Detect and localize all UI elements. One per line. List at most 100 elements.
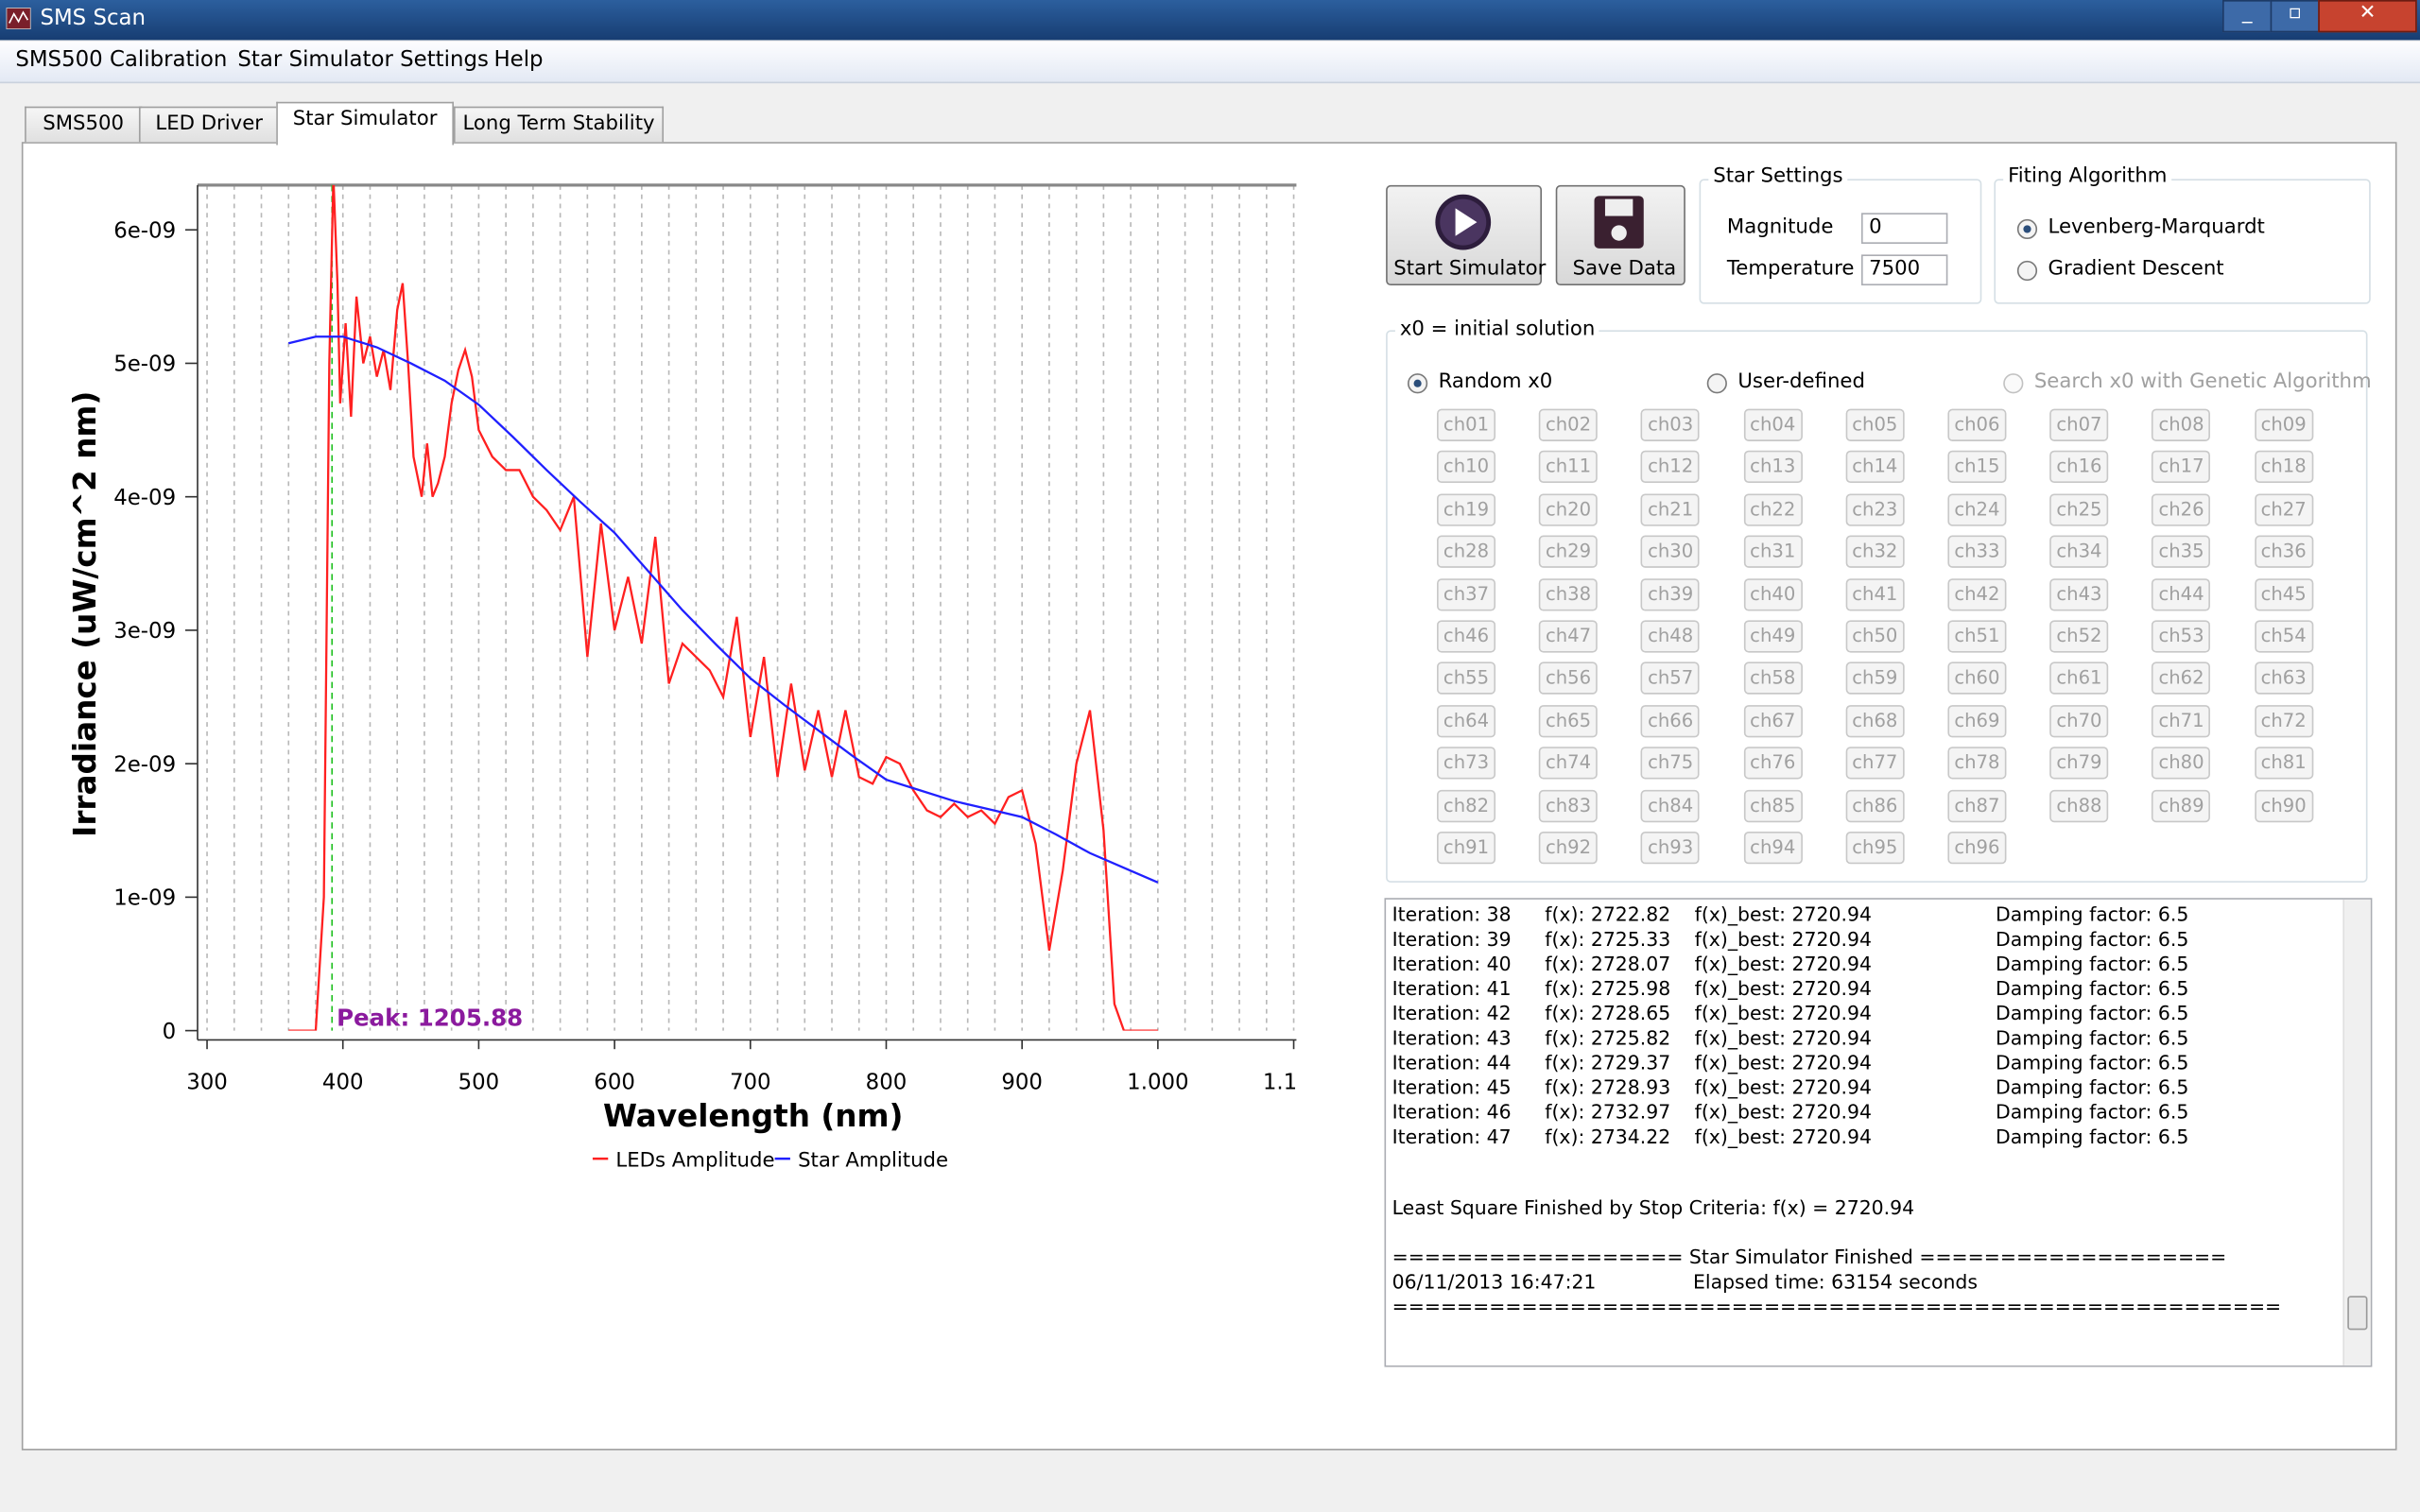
channel-button[interactable]: ch64 (1436, 704, 1496, 738)
channel-button[interactable]: ch46 (1436, 620, 1496, 653)
channel-button[interactable]: ch70 (2049, 704, 2109, 738)
channel-button[interactable]: ch96 (1947, 831, 2007, 865)
channel-button[interactable]: ch69 (1947, 704, 2007, 738)
channel-button[interactable]: ch33 (1947, 535, 2007, 569)
channel-button[interactable]: ch49 (1743, 620, 1803, 653)
channel-button[interactable]: ch75 (1641, 747, 1701, 780)
channel-button[interactable]: ch16 (2049, 451, 2109, 484)
magnitude-input[interactable]: 0 (1860, 213, 1948, 244)
channel-button[interactable]: ch30 (1641, 535, 1701, 569)
channel-button[interactable]: ch50 (1845, 620, 1905, 653)
channel-button[interactable]: ch65 (1539, 704, 1599, 738)
channel-button[interactable]: ch71 (2152, 704, 2211, 738)
channel-button[interactable]: ch60 (1947, 662, 2007, 696)
channel-button[interactable]: ch95 (1845, 831, 1905, 865)
close-button[interactable]: ✕ (2318, 0, 2417, 33)
channel-button[interactable]: ch13 (1743, 451, 1803, 484)
channel-button[interactable]: ch42 (1947, 577, 2007, 610)
channel-button[interactable]: ch05 (1845, 408, 1905, 441)
channel-button[interactable]: ch43 (2049, 577, 2109, 610)
scroll-thumb[interactable] (2347, 1296, 2368, 1331)
channel-button[interactable]: ch38 (1539, 577, 1599, 610)
channel-button[interactable]: ch91 (1436, 831, 1496, 865)
channel-button[interactable]: ch68 (1845, 704, 1905, 738)
channel-button[interactable]: ch11 (1539, 451, 1599, 484)
channel-button[interactable]: ch44 (2152, 577, 2211, 610)
tab[interactable]: Star Simulator (276, 101, 454, 146)
channel-button[interactable]: ch21 (1641, 493, 1701, 526)
channel-button[interactable]: ch10 (1436, 451, 1496, 484)
menu-item[interactable]: Star Simulator Settings (237, 47, 489, 73)
tab[interactable]: Long Term Stability (453, 106, 665, 143)
channel-button[interactable]: ch85 (1743, 789, 1803, 822)
channel-button[interactable]: ch86 (1845, 789, 1905, 822)
channel-button[interactable]: ch61 (2049, 662, 2109, 696)
channel-button[interactable]: ch03 (1641, 408, 1701, 441)
radio-button[interactable] (1407, 373, 1428, 394)
channel-button[interactable]: ch08 (2152, 408, 2211, 441)
channel-button[interactable]: ch77 (1845, 747, 1905, 780)
channel-button[interactable]: ch80 (2152, 747, 2211, 780)
menu-item[interactable]: Help (493, 47, 544, 73)
channel-button[interactable]: ch90 (2254, 789, 2313, 822)
channel-button[interactable]: ch62 (2152, 662, 2211, 696)
channel-button[interactable]: ch27 (2254, 493, 2313, 526)
channel-button[interactable]: ch55 (1436, 662, 1496, 696)
channel-button[interactable]: ch01 (1436, 408, 1496, 441)
log-output[interactable]: Iteration: 38 f(x): 2722.82 f(x)_best: 272… (1384, 898, 2373, 1367)
channel-button[interactable]: ch19 (1436, 493, 1496, 526)
channel-button[interactable]: ch07 (2049, 408, 2109, 441)
channel-button[interactable]: ch84 (1641, 789, 1701, 822)
channel-button[interactable]: ch29 (1539, 535, 1599, 569)
channel-button[interactable]: ch89 (2152, 789, 2211, 822)
channel-button[interactable]: ch36 (2254, 535, 2313, 569)
channel-button[interactable]: ch87 (1947, 789, 2007, 822)
channel-button[interactable]: ch14 (1845, 451, 1905, 484)
channel-button[interactable]: ch73 (1436, 747, 1496, 780)
menu-item[interactable]: SMS500 Calibration (15, 47, 228, 73)
scrollbar[interactable] (2342, 899, 2371, 1366)
channel-button[interactable]: ch83 (1539, 789, 1599, 822)
radio-button[interactable] (2016, 260, 2038, 282)
channel-button[interactable]: ch12 (1641, 451, 1701, 484)
temperature-input[interactable]: 7500 (1860, 254, 1948, 286)
channel-button[interactable]: ch74 (1539, 747, 1599, 780)
start-simulator-button[interactable]: Start Simulator (1386, 184, 1546, 286)
channel-button[interactable]: ch56 (1539, 662, 1599, 696)
channel-button[interactable]: ch23 (1845, 493, 1905, 526)
channel-button[interactable]: ch35 (2152, 535, 2211, 569)
channel-button[interactable]: ch41 (1845, 577, 1905, 610)
channel-button[interactable]: ch79 (2049, 747, 2109, 780)
channel-button[interactable]: ch63 (2254, 662, 2313, 696)
channel-button[interactable]: ch57 (1641, 662, 1701, 696)
channel-button[interactable]: ch54 (2254, 620, 2313, 653)
channel-button[interactable]: ch52 (2049, 620, 2109, 653)
channel-button[interactable]: ch24 (1947, 493, 2007, 526)
channel-button[interactable]: ch48 (1641, 620, 1701, 653)
channel-button[interactable]: ch20 (1539, 493, 1599, 526)
channel-button[interactable]: ch18 (2254, 451, 2313, 484)
channel-button[interactable]: ch25 (2049, 493, 2109, 526)
channel-button[interactable]: ch93 (1641, 831, 1701, 865)
tab[interactable]: LED Driver (138, 106, 280, 143)
channel-button[interactable]: ch59 (1845, 662, 1905, 696)
channel-button[interactable]: ch40 (1743, 577, 1803, 610)
channel-button[interactable]: ch15 (1947, 451, 2007, 484)
channel-button[interactable]: ch81 (2254, 747, 2313, 780)
channel-button[interactable]: ch31 (1743, 535, 1803, 569)
channel-button[interactable]: ch67 (1743, 704, 1803, 738)
channel-button[interactable]: ch09 (2254, 408, 2313, 441)
channel-button[interactable]: ch26 (2152, 493, 2211, 526)
channel-button[interactable]: ch53 (2152, 620, 2211, 653)
channel-button[interactable]: ch47 (1539, 620, 1599, 653)
channel-button[interactable]: ch72 (2254, 704, 2313, 738)
channel-button[interactable]: ch28 (1436, 535, 1496, 569)
channel-button[interactable]: ch04 (1743, 408, 1803, 441)
radio-button[interactable] (1706, 373, 1727, 394)
minimize-button[interactable]: _ (2222, 0, 2273, 33)
channel-button[interactable]: ch88 (2049, 789, 2109, 822)
channel-button[interactable]: ch51 (1947, 620, 2007, 653)
tab[interactable]: SMS500 (25, 106, 143, 143)
channel-button[interactable]: ch45 (2254, 577, 2313, 610)
channel-button[interactable]: ch78 (1947, 747, 2007, 780)
